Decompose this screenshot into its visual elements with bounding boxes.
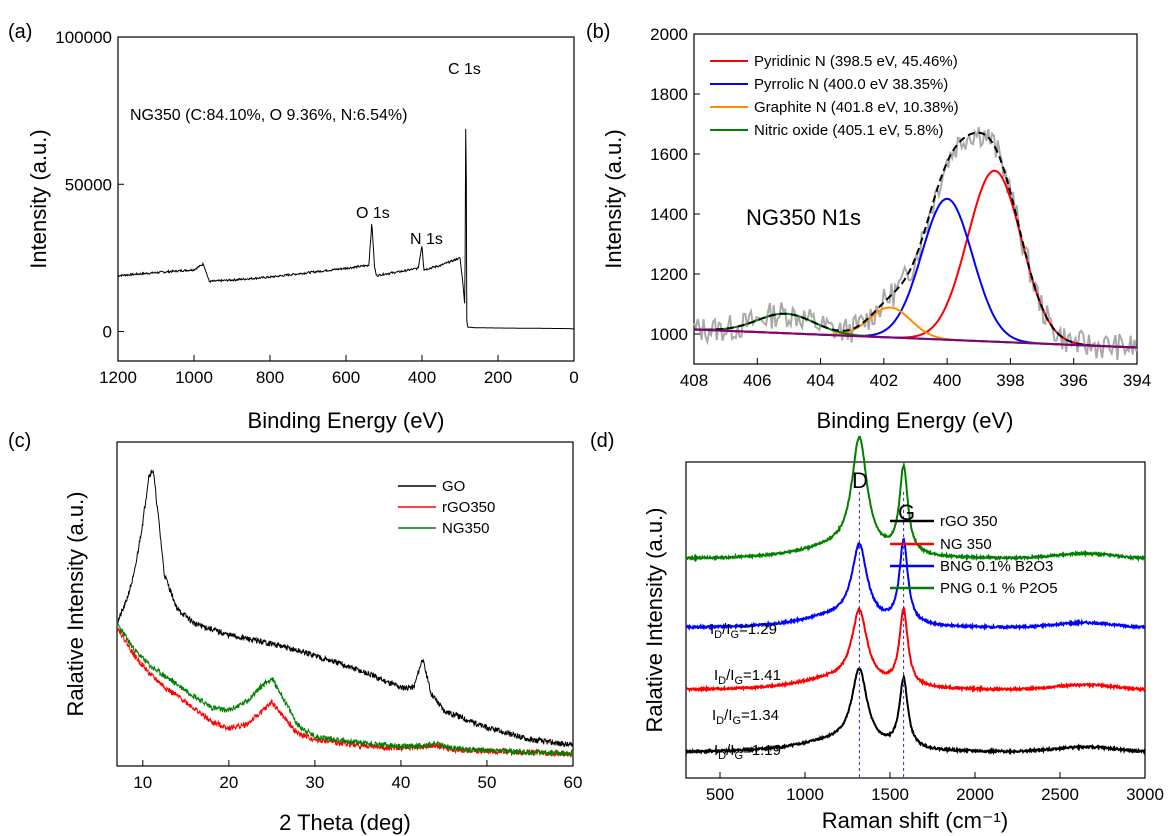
panel-b-xtick-label: 394 — [1123, 371, 1151, 390]
ratio-label-png: ID/IG=1.29 — [710, 621, 777, 641]
panel-a-frame — [117, 36, 575, 362]
panel-d-xtick-label: 500 — [706, 785, 734, 804]
panel-b-xtick-label: 408 — [680, 371, 708, 390]
panel-b-ytick-label: 1400 — [650, 205, 688, 224]
panel-label-d: (d) — [590, 430, 614, 452]
panel-b-xtick-label: 396 — [1060, 371, 1088, 390]
panel-a-xtick-label: 0 — [569, 368, 578, 387]
panel-d-xtick-label: 3000 — [1126, 785, 1164, 804]
panel-a-xtick-label: 800 — [256, 368, 284, 387]
panel-b-chart: 408 406 404 402 400 398 396 394 1000 1200 1400 1600… — [601, 25, 1151, 433]
ratio-label-ng: ID/IG=1.34 — [712, 707, 779, 727]
panel-b-xtick-label: 404 — [806, 371, 834, 390]
panel-a-n1s-label: N 1s — [410, 231, 443, 248]
panel-b-xlabel: Binding Energy (eV) — [817, 408, 1014, 433]
panel-d-xtick-label: 1000 — [786, 785, 824, 804]
legend-label-rgo: rGO 350 — [940, 513, 998, 530]
panel-d-xtick-label: 2500 — [1041, 785, 1079, 804]
panel-a-xtick-label: 600 — [332, 368, 360, 387]
panel-a-chart: 1200 1000 800 600 400 200 0 0 50000 100000 Bindin… — [26, 28, 579, 433]
panel-c-legend: GO rGO350 NG350 — [398, 478, 495, 537]
panel-a-xtick-label: 200 — [484, 368, 512, 387]
panel-a-o1s-label: O 1s — [356, 205, 390, 222]
panel-a-xtick-label: 400 — [408, 368, 436, 387]
panel-c-xlabel: 2 Theta (deg) — [279, 810, 411, 835]
panel-b-raw-data — [693, 126, 1138, 361]
ratio-label-rgo: ID/IG=1.19 — [714, 742, 781, 762]
legend-label-go: GO — [442, 478, 465, 495]
panel-a-ytick-label: 50000 — [65, 175, 112, 194]
panel-d-ratio-labels: ID/IG=1.29 ID/IG=1.41 ID/IG=1.34 ID/IG=1… — [710, 621, 781, 762]
panel-b-ytick-label: 1600 — [650, 145, 688, 164]
panel-a-xtick-label: 1000 — [175, 368, 213, 387]
panel-c-xtick-label: 30 — [305, 773, 324, 792]
panel-b-ytick-label: 1800 — [650, 85, 688, 104]
panel-c-series-go — [116, 469, 574, 748]
legend-label-rgo350: rGO350 — [442, 499, 495, 516]
panel-d-ylabel: Ralative Intensity (a.u.) — [642, 508, 667, 733]
panel-d-peak-label-g: G — [898, 500, 915, 525]
legend-label-graphite: Graphite N (401.8 eV, 10.38%) — [754, 99, 959, 116]
ratio-label-bng: ID/IG=1.41 — [714, 667, 781, 687]
legend-label-png: PNG 0.1 % P2O5 — [940, 580, 1058, 597]
panel-d-series-0 — [685, 667, 1146, 756]
panel-b-frame — [693, 33, 1138, 365]
panel-d-xlabel: Raman shift (cm⁻¹) — [822, 808, 1008, 833]
panel-d-xtick-label: 1500 — [871, 785, 909, 804]
legend-label-ng350: NG350 — [442, 520, 490, 537]
panel-d-legend: rGO 350 NG 350 BNG 0.1% B2O3 PNG 0.1 % P… — [890, 513, 1058, 597]
legend-label-nitric: Nitric oxide (405.1 eV, 5.8%) — [754, 122, 944, 139]
panel-c-frame — [116, 441, 574, 767]
panel-b-baseline — [693, 328, 1138, 349]
panel-d-series-1 — [685, 605, 1146, 694]
panel-a-ylabel: Intensity (a.u.) — [26, 129, 51, 268]
panel-a-ytick-label: 0 — [103, 323, 112, 342]
panel-a-c1s-label: C 1s — [448, 61, 481, 78]
legend-label-pyrrolic: Pyrrolic N (400.0 eV 38.35%) — [754, 76, 948, 93]
panel-c-xtick-label: 40 — [391, 773, 410, 792]
panel-b-xtick-label: 406 — [743, 371, 771, 390]
panel-c-xtick-label: 50 — [478, 773, 497, 792]
panel-d-frame — [685, 461, 1146, 779]
panel-d-peak-label-d: D — [852, 468, 868, 493]
panel-b-xtick-label: 398 — [996, 371, 1024, 390]
panel-d-chart: 500 1000 1500 2000 2500 3000 Raman shift (cm⁻… — [642, 435, 1164, 833]
panel-a-xlabel: Binding Energy (eV) — [248, 408, 445, 433]
panel-c-series-ng350 — [116, 621, 574, 758]
panel-b-xtick-label: 400 — [933, 371, 961, 390]
panel-b-envelope — [694, 131, 1136, 349]
legend-label-bng: BNG 0.1% B2O3 — [940, 558, 1053, 575]
panel-b-ylabel: Intensity (a.u.) — [601, 129, 626, 268]
panel-b-ytick-label: 2000 — [650, 25, 688, 44]
panel-label-a: (a) — [8, 21, 32, 43]
panel-c-chart: 10 20 30 40 50 60 2 Theta (deg) Ralative Inte… — [63, 441, 583, 835]
panel-c-ylabel: Ralative Intensity (a.u.) — [63, 492, 88, 717]
panel-d-series-2 — [685, 537, 1146, 631]
panel-label-c: (c) — [8, 430, 31, 452]
panel-a-xtick-label: 1200 — [99, 368, 137, 387]
panel-a-survey-spectrum — [117, 128, 575, 330]
panel-label-b: (b) — [586, 21, 610, 43]
panel-a-composition-annotation: NG350 (C:84.10%, O 9.36%, N:6.54%) — [130, 107, 407, 124]
panel-d-series-3 — [685, 435, 1146, 563]
panel-c-xtick-label: 20 — [219, 773, 238, 792]
panel-c-xtick-label: 10 — [133, 773, 152, 792]
panel-c-xtick-label: 60 — [564, 773, 583, 792]
panel-b-ytick-label: 1000 — [650, 325, 688, 344]
legend-label-pyridinic: Pyridinic N (398.5 eV, 45.46%) — [754, 53, 958, 70]
panel-c-series-rgo350 — [116, 627, 574, 759]
panel-b-ytick-label: 1200 — [650, 265, 688, 284]
panel-b-title: NG350 N1s — [746, 205, 861, 230]
panel-a-ytick-label: 100000 — [55, 28, 112, 47]
panel-b-xtick-label: 402 — [870, 371, 898, 390]
panel-b-legend: Pyridinic N (398.5 eV, 45.46%) Pyrrolic … — [710, 53, 959, 139]
panel-d-xtick-label: 2000 — [956, 785, 994, 804]
legend-label-ng: NG 350 — [940, 536, 992, 553]
